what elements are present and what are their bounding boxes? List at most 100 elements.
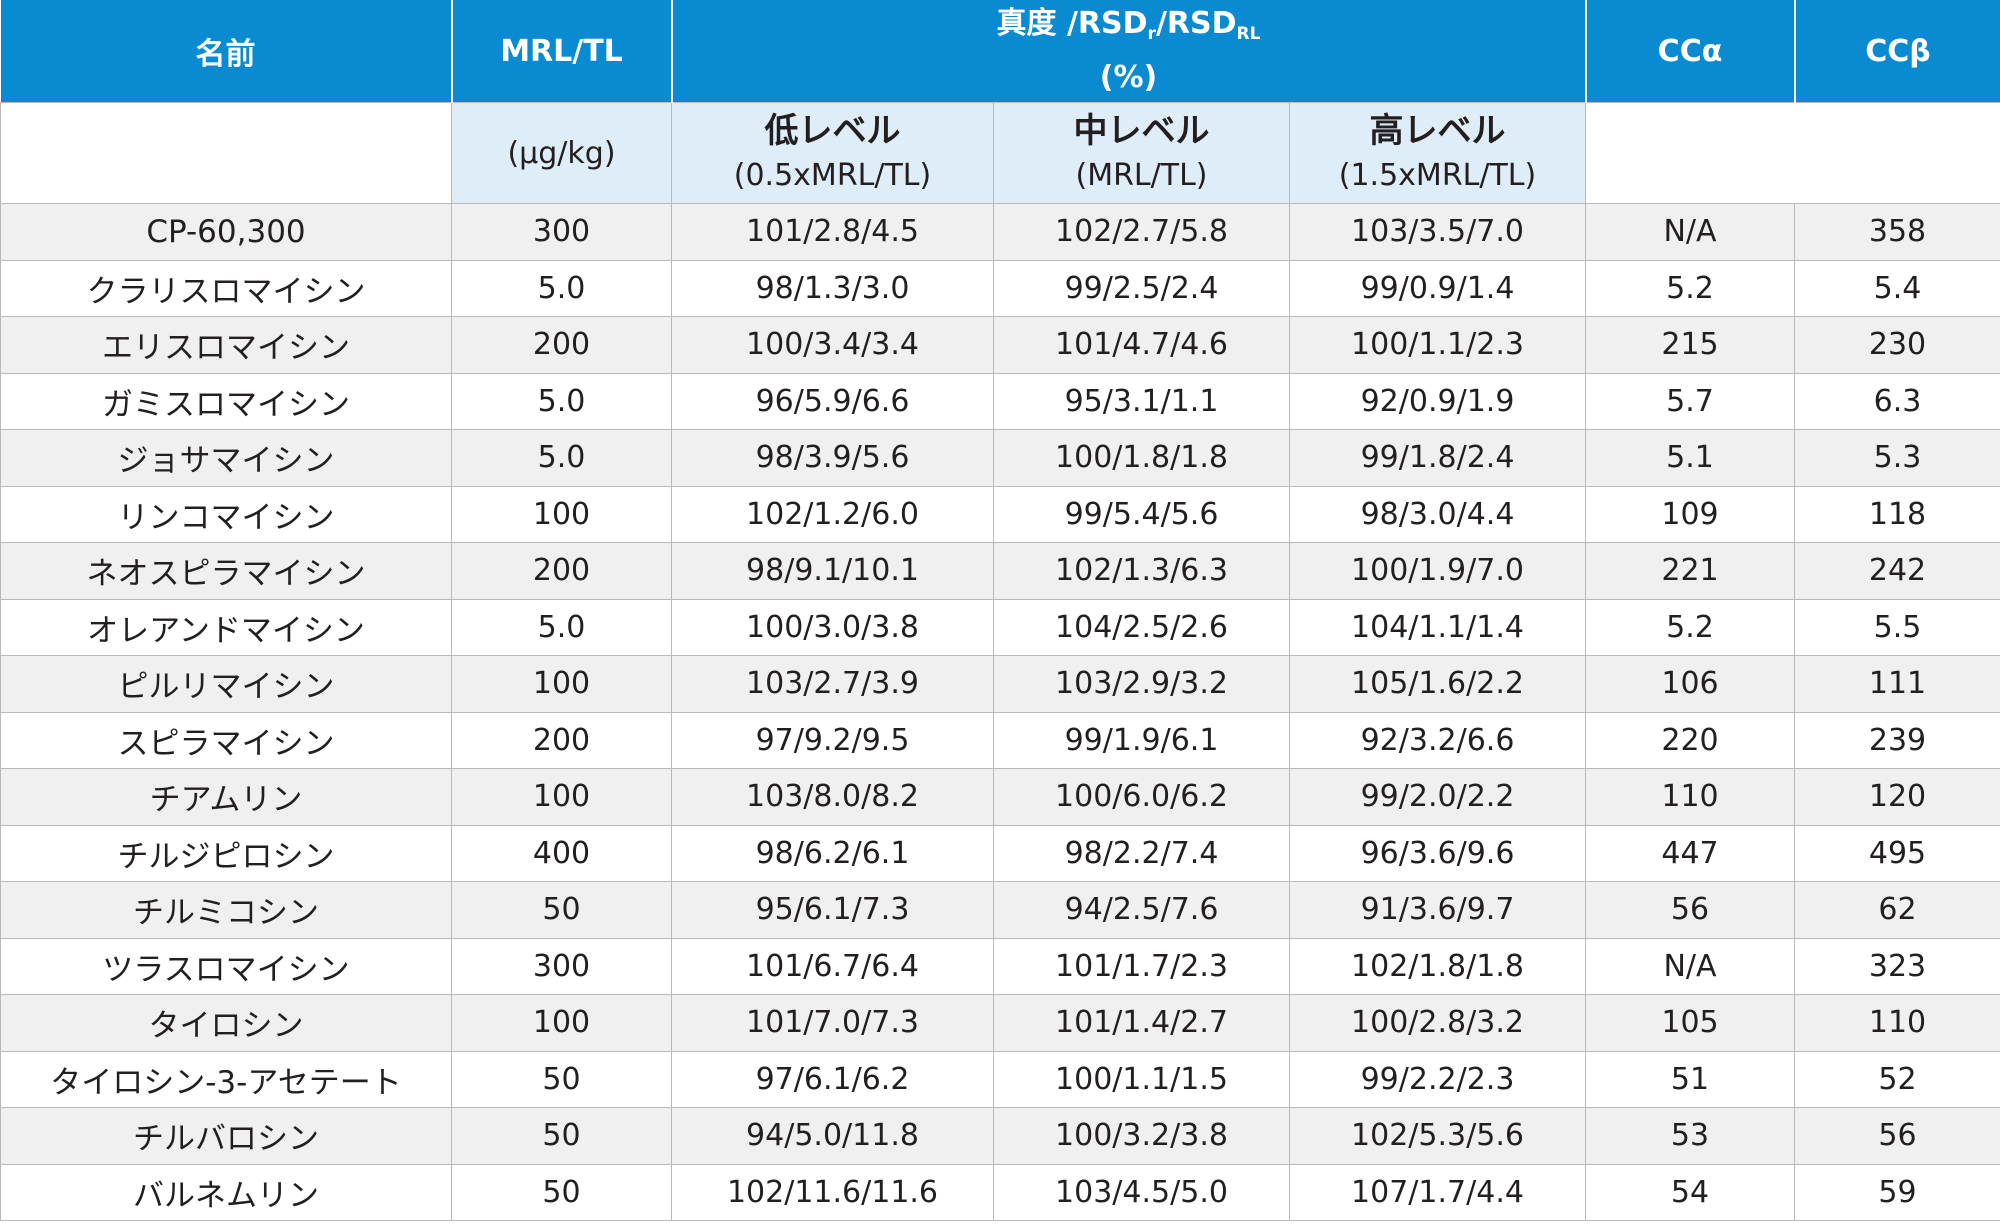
subheader-mid: 中レベル (MRL/TL)	[993, 102, 1290, 204]
mid-level-cell: 103/4.5/5.0	[993, 1163, 1290, 1221]
low-level-cell: 94/5.0/11.8	[671, 1107, 994, 1165]
table-row: チアムリン 100 103/8.0/8.2 100/6.0/6.2 99/2.0/2.2…	[0, 768, 2000, 826]
high-level-cell: 99/2.2/2.3	[1289, 1050, 1586, 1108]
high-level-cell: 105/1.6/2.2	[1289, 655, 1586, 713]
table-row: クラリスロマイシン 5.0 98/1.3/3.0 99/2.5/2.4 99/0.9/1…	[0, 259, 2000, 317]
mrl-cell: 50	[451, 1107, 672, 1165]
cc-alpha-cell: 5.2	[1585, 598, 1795, 656]
subheader-high-def: (1.5xMRL/TL)	[1338, 158, 1537, 193]
cc-beta-cell: 62	[1794, 881, 2000, 939]
mid-level-cell: 100/1.1/1.5	[993, 1050, 1290, 1108]
subheader-name-blank	[0, 102, 452, 204]
low-level-cell: 98/9.1/10.1	[671, 542, 994, 600]
mid-level-cell: 99/2.5/2.4	[993, 259, 1290, 317]
compound-name-cell: チルジピロシン	[0, 824, 452, 882]
compound-name-cell: リンコマイシン	[0, 485, 452, 543]
compound-name-cell: チルミコシン	[0, 881, 452, 939]
cc-beta-cell: 118	[1794, 485, 2000, 543]
table-row: タイロシン-3-アセテート 50 97/6.1/6.2 100/1.1/1.5 99/2…	[0, 1050, 2000, 1108]
subheader-high: 高レベル (1.5xMRL/TL)	[1289, 102, 1586, 204]
compound-name-cell: ツラスロマイシン	[0, 937, 452, 995]
compound-name-cell: チルバロシン	[0, 1107, 452, 1165]
mid-level-cell: 101/1.4/2.7	[993, 994, 1290, 1052]
mrl-cell: 200	[451, 542, 672, 600]
high-level-cell: 99/1.8/2.4	[1289, 429, 1586, 487]
high-level-cell: 102/5.3/5.6	[1289, 1107, 1586, 1165]
compound-name-cell: オレアンドマイシン	[0, 598, 452, 656]
compound-name-cell: エリスロマイシン	[0, 316, 452, 374]
mrl-cell: 200	[451, 316, 672, 374]
low-level-cell: 95/6.1/7.3	[671, 881, 994, 939]
table-row: バルネムリン 50 102/11.6/11.6 103/4.5/5.0 107/1.7/…	[0, 1163, 2000, 1221]
low-level-cell: 103/2.7/3.9	[671, 655, 994, 713]
table-row: ツラスロマイシン 300 101/6.7/6.4 101/1.7/2.3 102/1.8…	[0, 937, 2000, 995]
mid-level-cell: 98/2.2/7.4	[993, 824, 1290, 882]
mid-level-cell: 100/1.8/1.8	[993, 429, 1290, 487]
table-row: CP-60,300 300 101/2.8/4.5 102/2.7/5.8 103/3.…	[0, 203, 2000, 261]
cc-alpha-cell: 215	[1585, 316, 1795, 374]
mrl-cell: 400	[451, 824, 672, 882]
table-row: オレアンドマイシン 5.0 100/3.0/3.8 104/2.5/2.6 104/1.…	[0, 598, 2000, 656]
header-trueness-unit: (%)	[1099, 60, 1158, 95]
table-row: ネオスピラマイシン 200 98/9.1/10.1 102/1.3/6.3 100/1.…	[0, 542, 2000, 600]
cc-alpha-cell: N/A	[1585, 203, 1795, 261]
cc-alpha-cell: 110	[1585, 768, 1795, 826]
subheader-mid-def: (MRL/TL)	[1075, 158, 1208, 193]
low-level-cell: 102/11.6/11.6	[671, 1163, 994, 1221]
table-row: チルバロシン 50 94/5.0/11.8 100/3.2/3.8 102/5.3/5.…	[0, 1107, 2000, 1165]
mid-level-cell: 99/1.9/6.1	[993, 711, 1290, 769]
header-trueness: 真度 /RSDr/RSDRL (%)	[670, 0, 1587, 103]
cc-alpha-cell: 54	[1585, 1163, 1795, 1221]
subheader-low: 低レベル (0.5xMRL/TL)	[671, 102, 994, 204]
high-level-cell: 99/2.0/2.2	[1289, 768, 1586, 826]
mrl-cell: 200	[451, 711, 672, 769]
header-trueness-prefix: 真度 /RSD	[996, 6, 1148, 41]
mrl-cell: 50	[451, 881, 672, 939]
cc-alpha-cell: 53	[1585, 1107, 1795, 1165]
mid-level-cell: 99/5.4/5.6	[993, 485, 1290, 543]
low-level-cell: 102/1.2/6.0	[671, 485, 994, 543]
cc-beta-cell: 242	[1794, 542, 2000, 600]
low-level-cell: 96/5.9/6.6	[671, 372, 994, 430]
cc-beta-cell: 5.4	[1794, 259, 2000, 317]
cc-beta-cell: 110	[1794, 994, 2000, 1052]
mrl-cell: 50	[451, 1050, 672, 1108]
cc-beta-cell: 323	[1794, 937, 2000, 995]
high-level-cell: 107/1.7/4.4	[1289, 1163, 1586, 1221]
mid-level-cell: 100/6.0/6.2	[993, 768, 1290, 826]
high-level-cell: 91/3.6/9.7	[1289, 881, 1586, 939]
mrl-cell: 100	[451, 655, 672, 713]
mid-level-cell: 102/1.3/6.3	[993, 542, 1290, 600]
cc-beta-cell: 56	[1794, 1107, 2000, 1165]
mrl-cell: 300	[451, 937, 672, 995]
mid-level-cell: 104/2.5/2.6	[993, 598, 1290, 656]
header-name: 名前	[0, 0, 453, 103]
mrl-cell: 50	[451, 1163, 672, 1221]
cc-alpha-cell: 51	[1585, 1050, 1795, 1108]
header-row: 名前 MRL/TL 真度 /RSDr/RSDRL (%) CCα CCβ	[0, 0, 2000, 103]
low-level-cell: 100/3.4/3.4	[671, 316, 994, 374]
high-level-cell: 98/3.0/4.4	[1289, 485, 1586, 543]
header-trueness-title: 真度 /RSDr/RSDRL	[673, 2, 1585, 56]
header-mrl: MRL/TL	[450, 0, 673, 103]
table-row: チルジピロシン 400 98/6.2/6.1 98/2.2/7.4 96/3.6/9.6…	[0, 824, 2000, 882]
high-level-cell: 100/1.9/7.0	[1289, 542, 1586, 600]
high-level-cell: 92/0.9/1.9	[1289, 372, 1586, 430]
compound-name-cell: チアムリン	[0, 768, 452, 826]
cc-beta-cell: 111	[1794, 655, 2000, 713]
header-trueness-sub-r: r	[1147, 24, 1156, 44]
table-row: ピルリマイシン 100 103/2.7/3.9 103/2.9/3.2 105/1.6/…	[0, 655, 2000, 713]
cc-alpha-cell: 105	[1585, 994, 1795, 1052]
cc-alpha-cell: 109	[1585, 485, 1795, 543]
cc-alpha-cell: N/A	[1585, 937, 1795, 995]
table-body: CP-60,300 300 101/2.8/4.5 102/2.7/5.8 103/3.…	[0, 203, 2000, 1221]
subheader-low-def: (0.5xMRL/TL)	[733, 158, 932, 193]
cc-beta-cell: 59	[1794, 1163, 2000, 1221]
compound-name-cell: ピルリマイシン	[0, 655, 452, 713]
cc-beta-cell: 230	[1794, 316, 2000, 374]
table-row: タイロシン 100 101/7.0/7.3 101/1.4/2.7 100/2.8/3.…	[0, 994, 2000, 1052]
cc-alpha-cell: 5.2	[1585, 259, 1795, 317]
compound-name-cell: タイロシン	[0, 994, 452, 1052]
mid-level-cell: 94/2.5/7.6	[993, 881, 1290, 939]
mrl-cell: 300	[451, 203, 672, 261]
